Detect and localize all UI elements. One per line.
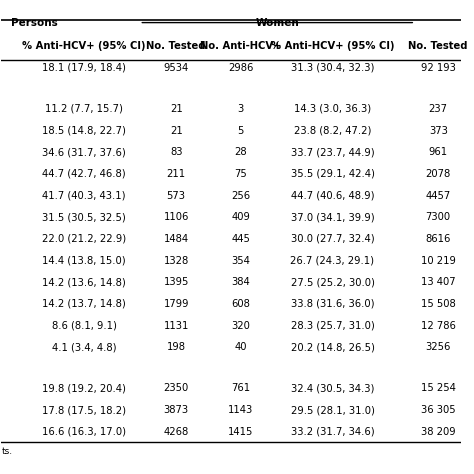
Text: 15 508: 15 508 [421,299,456,309]
Text: 961: 961 [428,147,448,157]
Text: 373: 373 [429,126,447,136]
Text: No. Tested: No. Tested [409,41,468,52]
Text: 38 209: 38 209 [421,427,456,437]
Text: 92 193: 92 193 [421,63,456,73]
Text: 44.7 (40.6, 48.9): 44.7 (40.6, 48.9) [291,191,374,201]
Text: 17.8 (17.5, 18.2): 17.8 (17.5, 18.2) [42,405,126,415]
Text: 1131: 1131 [164,320,189,330]
Text: 40: 40 [234,342,247,352]
Text: 256: 256 [231,191,250,201]
Text: 33.8 (31.6, 36.0): 33.8 (31.6, 36.0) [291,299,374,309]
Text: 18.1 (17.9, 18.4): 18.1 (17.9, 18.4) [42,63,126,73]
Text: 1143: 1143 [228,405,253,415]
Text: 3: 3 [237,104,244,114]
Text: 31.5 (30.5, 32.5): 31.5 (30.5, 32.5) [42,212,126,222]
Text: 14.4 (13.8, 15.0): 14.4 (13.8, 15.0) [42,255,126,265]
Text: 7300: 7300 [426,212,451,222]
Text: Persons: Persons [10,18,57,28]
Text: 21: 21 [170,104,182,114]
Text: 8.6 (8.1, 9.1): 8.6 (8.1, 9.1) [52,320,117,330]
Text: 5: 5 [237,126,244,136]
Text: No. Anti-HCV+: No. Anti-HCV+ [200,41,281,52]
Text: 198: 198 [167,342,186,352]
Text: 3873: 3873 [164,405,189,415]
Text: 354: 354 [231,255,250,265]
Text: 384: 384 [231,277,250,287]
Text: % Anti-HCV+ (95% CI): % Anti-HCV+ (95% CI) [271,41,394,52]
Text: % Anti-HCV+ (95% CI): % Anti-HCV+ (95% CI) [22,41,146,52]
Text: 2078: 2078 [426,169,451,179]
Text: ts.: ts. [1,447,12,456]
Text: 1106: 1106 [164,212,189,222]
Text: 37.0 (34.1, 39.9): 37.0 (34.1, 39.9) [291,212,374,222]
Text: 36 305: 36 305 [421,405,456,415]
Text: 22.0 (21.2, 22.9): 22.0 (21.2, 22.9) [42,234,126,244]
Text: 3256: 3256 [426,342,451,352]
Text: 14.2 (13.7, 14.8): 14.2 (13.7, 14.8) [42,299,126,309]
Text: 75: 75 [234,169,247,179]
Text: 8616: 8616 [426,234,451,244]
Text: 11.2 (7.7, 15.7): 11.2 (7.7, 15.7) [45,104,123,114]
Text: 21: 21 [170,126,182,136]
Text: 4268: 4268 [164,427,189,437]
Text: 13 407: 13 407 [421,277,456,287]
Text: 211: 211 [166,169,186,179]
Text: 2350: 2350 [164,383,189,393]
Text: 9534: 9534 [164,63,189,73]
Text: 16.6 (16.3, 17.0): 16.6 (16.3, 17.0) [42,427,126,437]
Text: 32.4 (30.5, 34.3): 32.4 (30.5, 34.3) [291,383,374,393]
Text: 33.2 (31.7, 34.6): 33.2 (31.7, 34.6) [291,427,374,437]
Text: 4457: 4457 [426,191,451,201]
Text: 237: 237 [429,104,448,114]
Text: 29.5 (28.1, 31.0): 29.5 (28.1, 31.0) [291,405,374,415]
Text: No. Tested: No. Tested [146,41,206,52]
Text: 409: 409 [231,212,250,222]
Text: 28.3 (25.7, 31.0): 28.3 (25.7, 31.0) [291,320,374,330]
Text: 27.5 (25.2, 30.0): 27.5 (25.2, 30.0) [291,277,374,287]
Text: 41.7 (40.3, 43.1): 41.7 (40.3, 43.1) [42,191,126,201]
Text: 1328: 1328 [164,255,189,265]
Text: 10 219: 10 219 [421,255,456,265]
Text: 608: 608 [231,299,250,309]
Text: 14.2 (13.6, 14.8): 14.2 (13.6, 14.8) [42,277,126,287]
Text: 761: 761 [231,383,250,393]
Text: 28: 28 [234,147,247,157]
Text: 83: 83 [170,147,182,157]
Text: 44.7 (42.7, 46.8): 44.7 (42.7, 46.8) [42,169,126,179]
Text: 35.5 (29.1, 42.4): 35.5 (29.1, 42.4) [291,169,374,179]
Text: 1395: 1395 [164,277,189,287]
Text: 15 254: 15 254 [421,383,456,393]
Text: 320: 320 [231,320,250,330]
Text: 4.1 (3.4, 4.8): 4.1 (3.4, 4.8) [52,342,117,352]
Text: 573: 573 [167,191,186,201]
Text: 12 786: 12 786 [421,320,456,330]
Text: 1799: 1799 [164,299,189,309]
Text: 34.6 (31.7, 37.6): 34.6 (31.7, 37.6) [42,147,126,157]
Text: 19.8 (19.2, 20.4): 19.8 (19.2, 20.4) [42,383,126,393]
Text: 18.5 (14.8, 22.7): 18.5 (14.8, 22.7) [42,126,126,136]
Text: 23.8 (8.2, 47.2): 23.8 (8.2, 47.2) [294,126,371,136]
Text: 1415: 1415 [228,427,253,437]
Text: 1484: 1484 [164,234,189,244]
Text: 2986: 2986 [228,63,253,73]
Text: 31.3 (30.4, 32.3): 31.3 (30.4, 32.3) [291,63,374,73]
Text: 14.3 (3.0, 36.3): 14.3 (3.0, 36.3) [294,104,371,114]
Text: 33.7 (23.7, 44.9): 33.7 (23.7, 44.9) [291,147,374,157]
Text: 26.7 (24.3, 29.1): 26.7 (24.3, 29.1) [291,255,374,265]
Text: 20.2 (14.8, 26.5): 20.2 (14.8, 26.5) [291,342,374,352]
Text: 445: 445 [231,234,250,244]
Text: 30.0 (27.7, 32.4): 30.0 (27.7, 32.4) [291,234,374,244]
Text: Women: Women [255,18,299,28]
